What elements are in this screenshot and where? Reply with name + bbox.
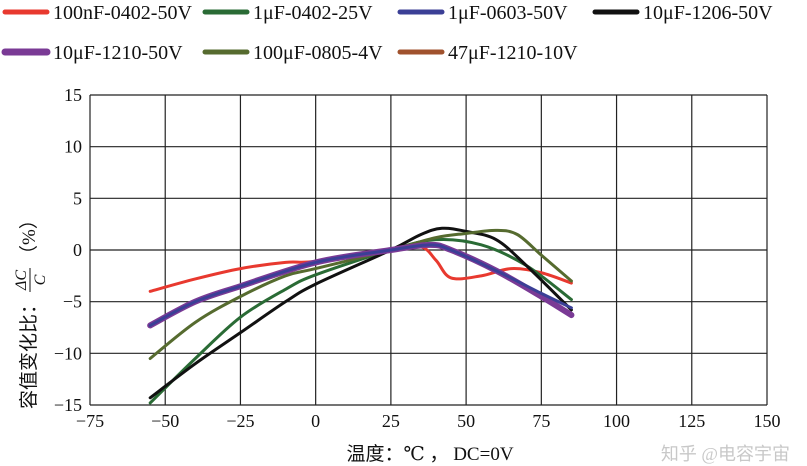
legend-label: 10μF-1210-50V xyxy=(53,42,183,64)
legend-label: 10μF-1206-50V xyxy=(643,2,773,24)
x-tick-label: 125 xyxy=(678,411,705,431)
x-tick-label: −50 xyxy=(151,411,179,431)
y-tick-label: 5 xyxy=(73,188,82,208)
x-tick-label: −75 xyxy=(76,411,104,431)
y-axis-label-prefix: 容值变化比： xyxy=(18,295,40,409)
legend-label: 100nF-0402-50V xyxy=(53,2,192,24)
y-tick-label: −15 xyxy=(54,395,82,415)
y-tick-label: −10 xyxy=(54,343,82,363)
legend: 100nF-0402-50V 1μF-0402-25V 1μF-0603-50V 10… xyxy=(1,2,773,64)
legend-label: 47μF-1210-10V xyxy=(448,42,578,64)
x-tick-label: 0 xyxy=(311,411,320,431)
series-line-1μF-0402-25V xyxy=(148,237,573,405)
x-tick-label: 50 xyxy=(457,411,475,431)
x-tick-label: 75 xyxy=(532,411,550,431)
y-axis-label-suffix: （%） xyxy=(18,210,40,264)
x-tick-label: 150 xyxy=(754,411,781,431)
y-tick-label: 15 xyxy=(64,85,82,105)
y-axis-label: 容值变化比： ΔC C （%） xyxy=(13,210,49,409)
x-tick-label: 100 xyxy=(603,411,630,431)
legend-label: 100μF-0805-4V xyxy=(253,42,383,64)
watermark: 知乎 @电容宇宙 xyxy=(661,444,790,464)
series-lines xyxy=(147,226,575,405)
x-tick-label: −25 xyxy=(226,411,254,431)
x-tick-label: 25 xyxy=(382,411,400,431)
x-axis-label: 温度：℃ ， DC=0V xyxy=(346,443,513,465)
y-axis-label-denominator: C xyxy=(32,274,49,285)
legend-label: 1μF-0603-50V xyxy=(448,2,568,24)
y-tick-label: 0 xyxy=(73,240,82,260)
y-tick-label: 10 xyxy=(64,137,82,157)
legend-label: 1μF-0402-25V xyxy=(253,2,373,24)
y-axis-label-numerator: ΔC xyxy=(13,270,30,291)
series-line-10μF-1206-50V xyxy=(148,226,573,400)
series-line-1μF-0603-50V xyxy=(148,243,573,327)
y-tick-label: −5 xyxy=(63,292,82,312)
